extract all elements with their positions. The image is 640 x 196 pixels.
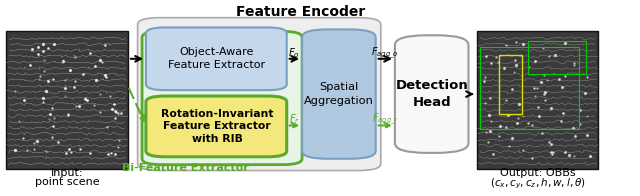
Text: Detection
Head: Detection Head bbox=[396, 79, 468, 109]
Text: Spatial
Aggregation: Spatial Aggregation bbox=[304, 82, 374, 106]
FancyBboxPatch shape bbox=[6, 31, 128, 169]
Text: $F_{agg\_r}$: $F_{agg\_r}$ bbox=[372, 112, 399, 127]
Text: Rotation-Invariant
Feature Extractor
with RIB: Rotation-Invariant Feature Extractor wit… bbox=[161, 109, 273, 144]
Text: Bi-Feature Extractor: Bi-Feature Extractor bbox=[122, 162, 249, 173]
Text: Feature Encoder: Feature Encoder bbox=[236, 5, 365, 19]
FancyBboxPatch shape bbox=[302, 29, 376, 159]
Text: $F_o$: $F_o$ bbox=[289, 46, 300, 60]
FancyBboxPatch shape bbox=[138, 18, 381, 171]
FancyBboxPatch shape bbox=[142, 31, 302, 165]
Text: Output: OBBs: Output: OBBs bbox=[500, 168, 575, 179]
Text: point scene: point scene bbox=[35, 177, 99, 187]
FancyBboxPatch shape bbox=[477, 31, 598, 169]
Text: Input:: Input: bbox=[51, 168, 83, 179]
Text: $(c_x, c_y, c_z, h, w, l, \theta)$: $(c_x, c_y, c_z, h, w, l, \theta)$ bbox=[490, 177, 586, 191]
FancyBboxPatch shape bbox=[395, 35, 468, 153]
FancyBboxPatch shape bbox=[146, 96, 287, 157]
FancyBboxPatch shape bbox=[146, 27, 287, 90]
Text: Object-Aware
Feature Extractor: Object-Aware Feature Extractor bbox=[168, 47, 266, 70]
Text: $F_{agg\_o}$: $F_{agg\_o}$ bbox=[371, 45, 399, 61]
Text: $F_r$: $F_r$ bbox=[289, 113, 300, 126]
